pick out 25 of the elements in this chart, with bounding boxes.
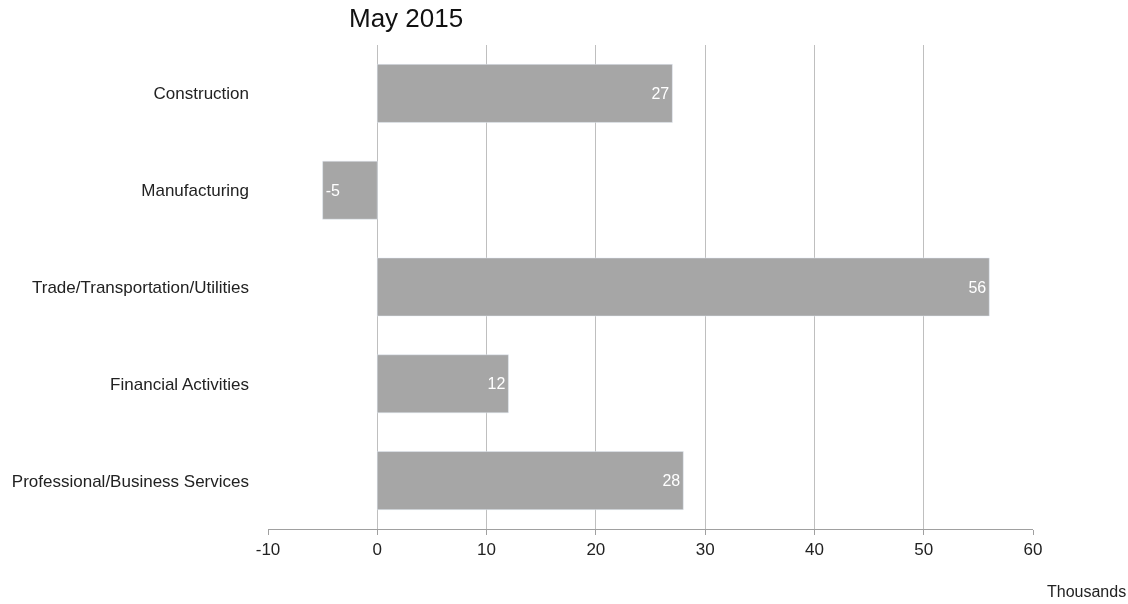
bar (377, 354, 509, 414)
data-label: -5 (325, 181, 340, 199)
x-tick-label: 60 (1023, 540, 1043, 560)
data-label: 56 (968, 278, 987, 296)
x-tick-label: -10 (255, 540, 281, 560)
y-tick-label: Professional/Business Services (11, 471, 249, 491)
x-tick-label: 40 (804, 540, 824, 560)
bar (377, 451, 684, 510)
x-tick-label: 0 (372, 540, 383, 560)
y-tick-label: Trade/Transportation/Utilities (32, 277, 249, 297)
data-label: 28 (662, 472, 681, 490)
bar (377, 257, 990, 317)
bar (322, 160, 378, 220)
x-tick-label: 30 (695, 540, 715, 560)
chart-title: May 2015 (348, 3, 464, 34)
data-label: 12 (487, 375, 506, 393)
data-label: 27 (651, 84, 670, 102)
x-tick-label: 50 (914, 540, 934, 560)
x-tick-label: 10 (477, 540, 497, 560)
x-tick-label: 20 (586, 540, 606, 560)
bar (377, 64, 673, 123)
x-axis-title: Thousands (1047, 583, 1127, 600)
y-tick-label: Manufacturing (141, 181, 249, 201)
y-tick-label: Financial Activities (110, 374, 249, 394)
y-tick-label: Construction (153, 84, 249, 104)
